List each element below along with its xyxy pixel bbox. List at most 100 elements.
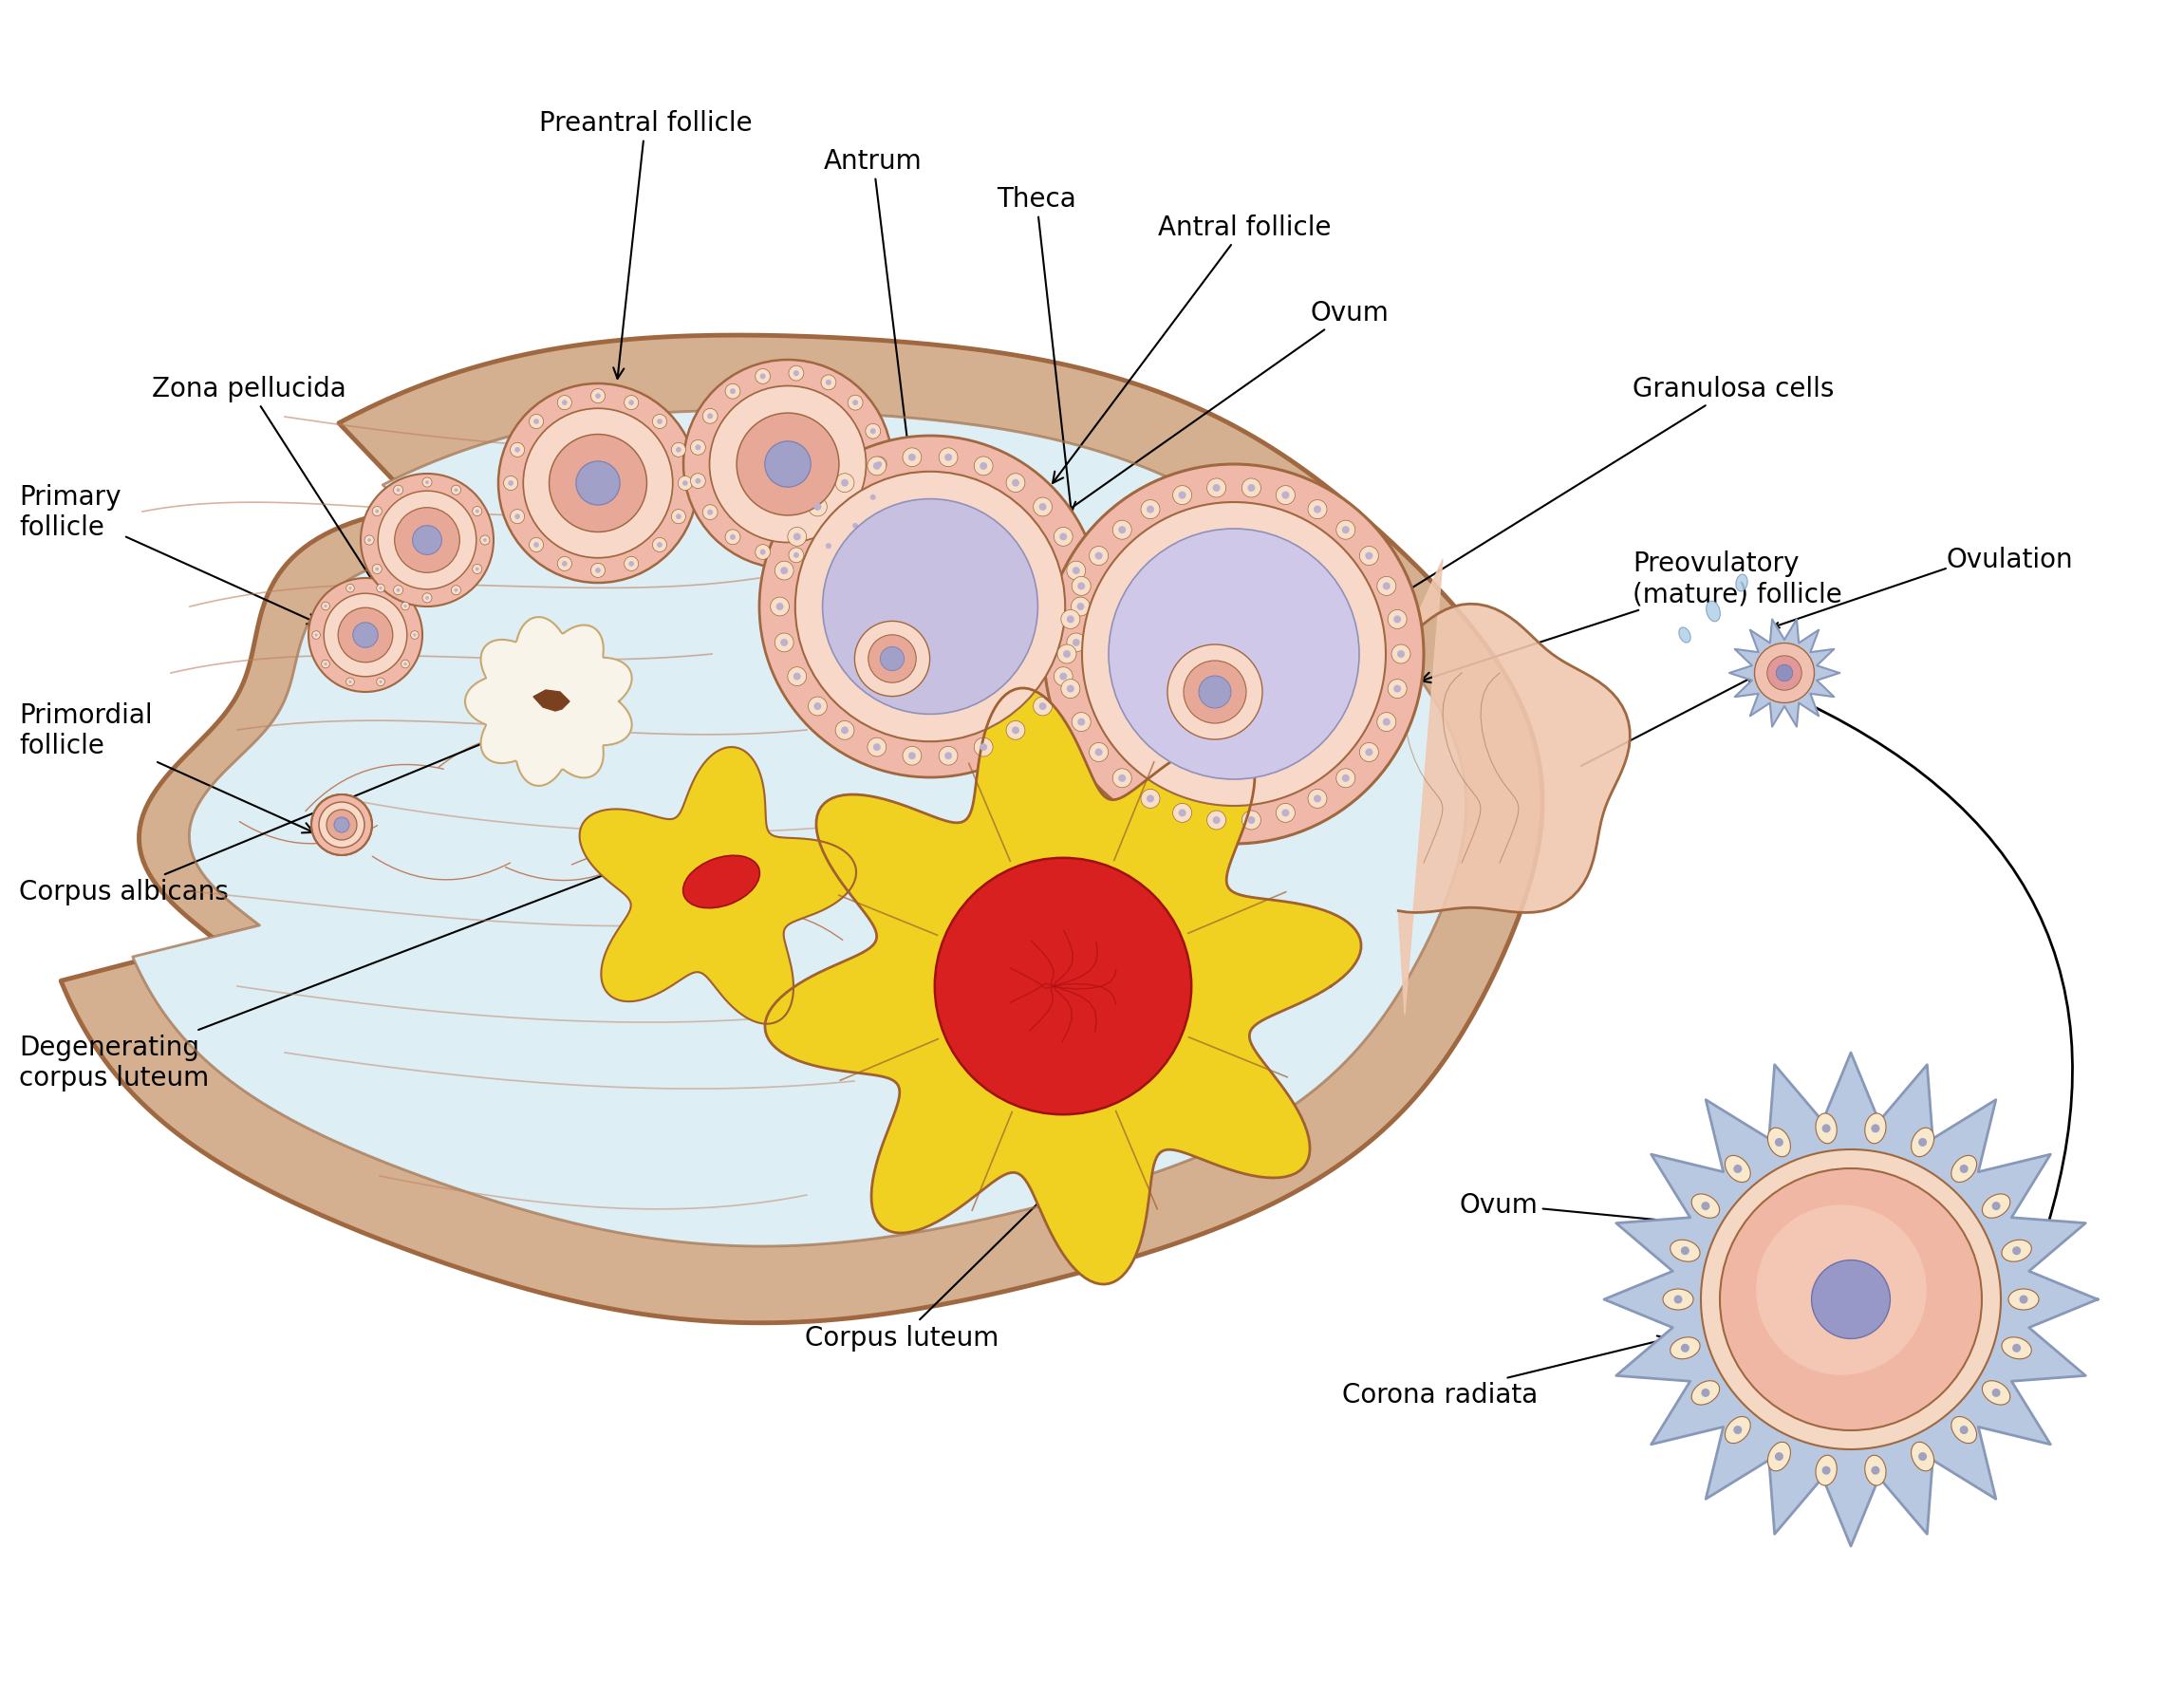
Circle shape: [1061, 679, 1081, 700]
Circle shape: [1057, 645, 1077, 664]
Ellipse shape: [1865, 1114, 1887, 1144]
Circle shape: [1072, 713, 1090, 732]
Circle shape: [653, 414, 666, 430]
Ellipse shape: [1911, 1127, 1935, 1156]
Circle shape: [834, 722, 854, 740]
Circle shape: [943, 453, 952, 462]
Ellipse shape: [1725, 1156, 1749, 1182]
Circle shape: [1387, 610, 1406, 630]
Circle shape: [371, 508, 382, 516]
Circle shape: [1208, 812, 1225, 830]
Circle shape: [1992, 1389, 2001, 1397]
Circle shape: [703, 506, 719, 520]
Circle shape: [452, 486, 461, 496]
Circle shape: [596, 394, 601, 399]
Circle shape: [404, 604, 406, 608]
Circle shape: [909, 453, 915, 462]
Polygon shape: [61, 336, 1542, 1323]
Circle shape: [1918, 1452, 1926, 1460]
Circle shape: [815, 703, 821, 710]
Circle shape: [1212, 817, 1221, 824]
Circle shape: [869, 430, 876, 435]
Circle shape: [397, 589, 400, 593]
Circle shape: [1282, 810, 1289, 817]
Circle shape: [1173, 486, 1192, 506]
Circle shape: [557, 396, 572, 411]
Ellipse shape: [1911, 1442, 1935, 1470]
Circle shape: [1090, 547, 1107, 565]
Ellipse shape: [1865, 1455, 1887, 1486]
Circle shape: [657, 419, 662, 424]
Circle shape: [841, 481, 850, 487]
Circle shape: [1398, 650, 1404, 659]
Circle shape: [2011, 1343, 2020, 1353]
Circle shape: [1072, 577, 1090, 596]
Circle shape: [729, 535, 736, 540]
Polygon shape: [1398, 560, 1629, 1015]
Circle shape: [736, 414, 839, 516]
Ellipse shape: [1983, 1194, 2009, 1217]
Circle shape: [823, 499, 1037, 715]
Circle shape: [1776, 1138, 1784, 1146]
Circle shape: [319, 803, 365, 847]
Circle shape: [1959, 1165, 1968, 1173]
Circle shape: [1109, 530, 1358, 779]
Circle shape: [360, 474, 494, 608]
Circle shape: [867, 457, 887, 475]
Circle shape: [760, 550, 767, 555]
Ellipse shape: [1736, 576, 1747, 593]
Circle shape: [795, 472, 1066, 742]
Text: Antral follicle: Antral follicle: [1053, 214, 1332, 484]
Circle shape: [1040, 504, 1046, 511]
Circle shape: [1077, 603, 1083, 611]
Circle shape: [710, 387, 867, 543]
Circle shape: [756, 545, 771, 560]
Circle shape: [1066, 616, 1075, 623]
Circle shape: [821, 375, 836, 391]
Circle shape: [1173, 803, 1192, 824]
Circle shape: [775, 633, 793, 652]
Circle shape: [1719, 1168, 1981, 1430]
Circle shape: [1007, 722, 1024, 740]
Circle shape: [625, 396, 638, 411]
Circle shape: [1673, 1296, 1682, 1304]
Circle shape: [1077, 718, 1085, 727]
Circle shape: [524, 409, 673, 559]
Circle shape: [592, 389, 605, 404]
Circle shape: [1682, 1246, 1690, 1255]
Circle shape: [1918, 1138, 1926, 1146]
Circle shape: [411, 632, 419, 640]
Circle shape: [1094, 749, 1103, 757]
Circle shape: [725, 384, 740, 399]
Circle shape: [1118, 774, 1127, 783]
Circle shape: [454, 489, 459, 492]
Text: Theca: Theca: [996, 185, 1077, 513]
Circle shape: [393, 586, 404, 596]
Circle shape: [592, 564, 605, 577]
Ellipse shape: [1671, 1338, 1699, 1358]
Circle shape: [1361, 744, 1378, 762]
Text: Corpus albicans: Corpus albicans: [20, 693, 603, 905]
Circle shape: [852, 523, 858, 530]
Circle shape: [328, 810, 356, 841]
Circle shape: [2020, 1296, 2029, 1304]
Circle shape: [1365, 552, 1374, 560]
Circle shape: [756, 370, 771, 384]
Circle shape: [1754, 644, 1815, 703]
Circle shape: [339, 608, 393, 662]
Text: Zona pellucida: Zona pellucida: [153, 375, 387, 603]
Circle shape: [974, 739, 994, 757]
Circle shape: [1872, 1124, 1880, 1133]
Circle shape: [909, 752, 915, 761]
Circle shape: [1393, 686, 1402, 693]
Circle shape: [596, 569, 601, 574]
Ellipse shape: [1767, 1127, 1791, 1156]
Circle shape: [1275, 803, 1295, 824]
Circle shape: [1118, 526, 1127, 535]
Circle shape: [452, 586, 461, 596]
Circle shape: [981, 464, 987, 470]
Circle shape: [349, 588, 352, 591]
Circle shape: [1081, 503, 1387, 807]
Circle shape: [880, 647, 904, 671]
Circle shape: [1070, 598, 1090, 616]
